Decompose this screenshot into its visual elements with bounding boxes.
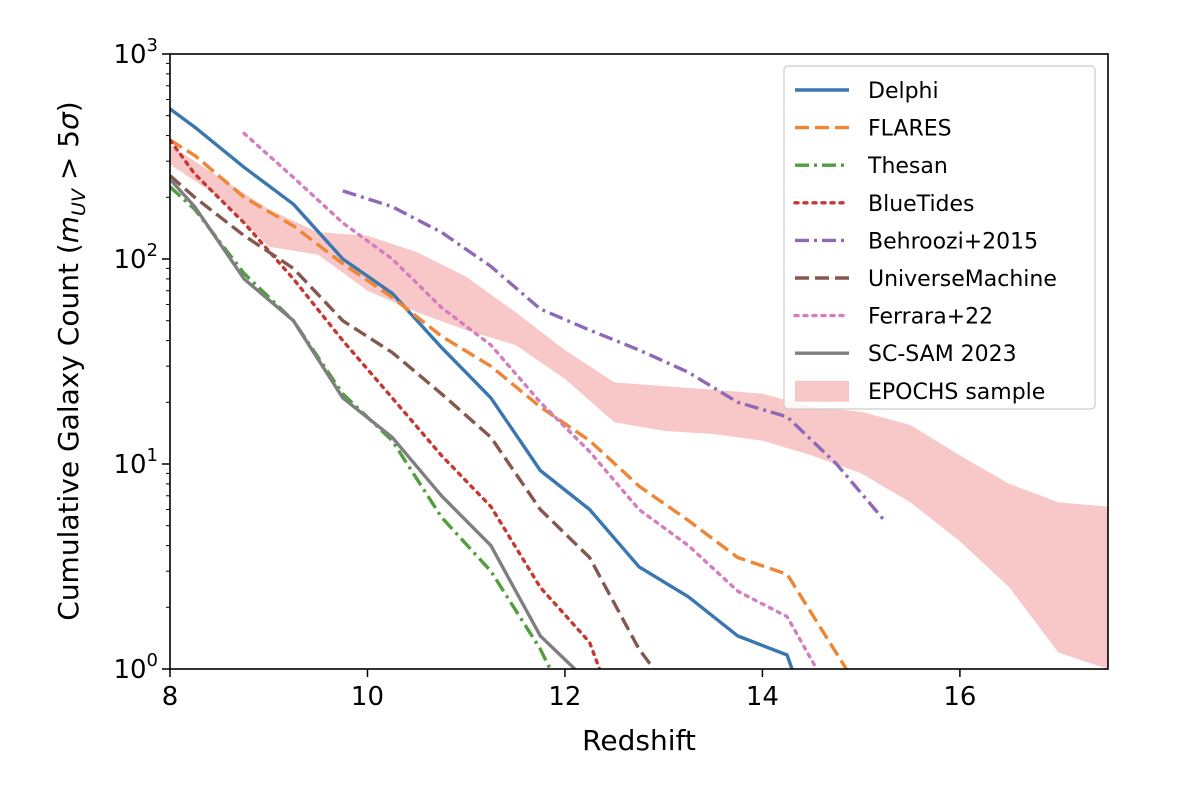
legend-label-behroozi-2015: Behroozi+2015 [868, 229, 1038, 254]
legend-label-universemachine: UniverseMachine [868, 267, 1057, 292]
legend-label-delphi: Delphi [868, 79, 939, 104]
legend-label-ferrara-22: Ferrara+22 [868, 305, 993, 330]
series-line-bluetides [170, 138, 602, 669]
x-tick-label: 10 [351, 682, 384, 712]
legend-label-bluetides: BlueTides [868, 192, 975, 217]
series-line-behroozi-2015 [342, 189, 888, 524]
legend-box [783, 65, 1096, 410]
legend-label-flares: FLARES [868, 117, 952, 142]
x-axis-label: Redshift [582, 724, 696, 757]
band-epochs-sample [170, 145, 1108, 669]
series-line-flares [170, 138, 848, 669]
series-line-universemachine [170, 174, 656, 669]
legend-label-sc-sam-2023: SC-SAM 2023 [868, 342, 1017, 367]
y-tick-label: 103 [113, 35, 158, 70]
plot-frame [169, 53, 1109, 670]
x-tick-label: 8 [162, 682, 179, 712]
x-tick-label: 16 [943, 682, 976, 712]
legend-label-thesan: Thesan [867, 154, 948, 179]
legend: Delphi FLARES Thesan BlueTides Behroozi+2015… [783, 65, 1096, 410]
series-line-delphi [170, 107, 794, 669]
legend-label-epochs-sample: EPOCHS sample [868, 380, 1045, 405]
y-axis-label: Cumulative Galaxy Count (mUV > 5σ) [52, 101, 90, 620]
x-tick-label: 12 [548, 682, 581, 712]
y-tick-label: 101 [113, 445, 158, 480]
legend-swatch-epochs-sample [795, 380, 849, 402]
series-line-sc-sam-2023 [170, 178, 576, 669]
series-line-ferrara-22 [242, 131, 819, 669]
y-tick-label: 102 [113, 240, 158, 275]
x-tick-label: 14 [746, 682, 779, 712]
y-tick-label: 100 [113, 650, 158, 685]
